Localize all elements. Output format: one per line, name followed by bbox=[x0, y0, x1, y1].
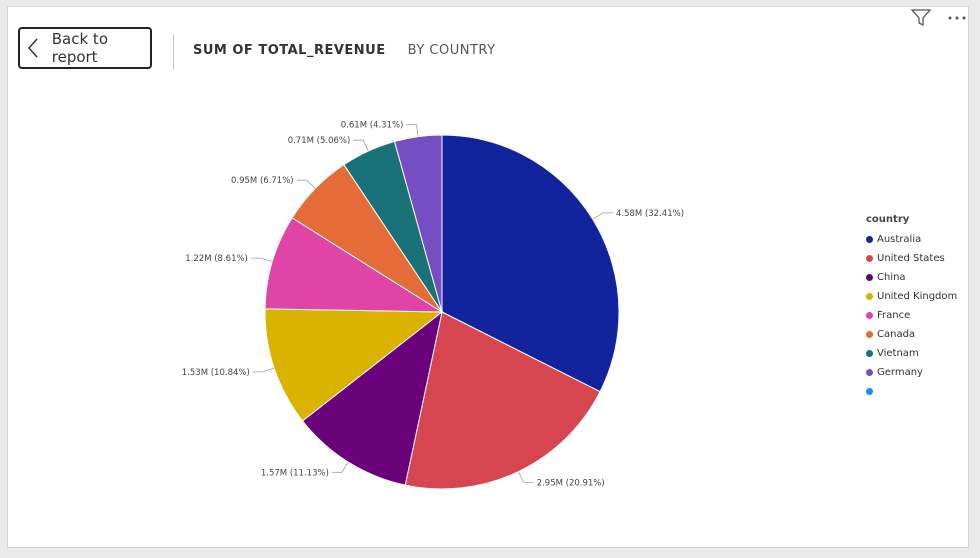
legend-title: country bbox=[866, 214, 910, 225]
data-label: 2.95M (20.91%) bbox=[537, 478, 605, 488]
legend-item[interactable]: China bbox=[866, 268, 957, 287]
leader-line bbox=[592, 212, 613, 220]
data-label: 0.71M (5.06%) bbox=[288, 136, 351, 146]
legend-item[interactable]: Canada bbox=[866, 325, 957, 344]
legend-item[interactable] bbox=[866, 382, 957, 401]
pie-slice-australia[interactable] bbox=[441, 134, 620, 393]
chart-legend: country Australia United States China Unite… bbox=[866, 214, 957, 401]
leader-line bbox=[331, 461, 349, 473]
leader-line bbox=[252, 367, 275, 373]
legend-label: United States bbox=[877, 253, 945, 264]
pie-slice-china[interactable] bbox=[301, 310, 443, 486]
more-options-icon[interactable] bbox=[946, 8, 968, 28]
filter-icon[interactable] bbox=[910, 8, 932, 28]
visual-title: SUM OF TOTAL_REVENUE BY COUNTRY bbox=[193, 43, 496, 58]
legend-item[interactable]: United Kingdom bbox=[866, 287, 957, 306]
legend-label: United Kingdom bbox=[877, 291, 958, 302]
legend-marker bbox=[866, 236, 873, 243]
legend-marker bbox=[866, 369, 873, 376]
data-label: 0.61M (4.31%) bbox=[341, 121, 404, 131]
legend-marker bbox=[866, 274, 873, 281]
legend-label: France bbox=[877, 310, 911, 321]
data-label: 1.57M (11.13%) bbox=[261, 468, 329, 478]
legend-label: China bbox=[877, 272, 906, 283]
legend-label: Australia bbox=[877, 234, 922, 245]
leader-line bbox=[518, 471, 534, 483]
legend-marker bbox=[866, 255, 873, 262]
leader-line bbox=[353, 139, 369, 152]
pie-slice-united-kingdom[interactable] bbox=[264, 308, 444, 422]
legend-label: Canada bbox=[877, 329, 916, 340]
data-label: 4.58M (32.41%) bbox=[616, 209, 684, 219]
legend-item[interactable]: Australia bbox=[866, 230, 957, 249]
legend-marker bbox=[866, 331, 873, 338]
pie-slice-germany[interactable] bbox=[393, 134, 443, 313]
data-label: 0.95M (6.71%) bbox=[231, 176, 294, 186]
back-button-label: Back to report bbox=[51, 30, 108, 66]
legend-item[interactable]: France bbox=[866, 306, 957, 325]
legend-item[interactable]: United States bbox=[866, 249, 957, 268]
legend-marker bbox=[866, 293, 873, 300]
leader-line bbox=[296, 179, 316, 189]
pie-slice-france[interactable] bbox=[264, 217, 444, 313]
back-to-report-button[interactable]: Back to report bbox=[18, 27, 152, 69]
legend-marker bbox=[866, 350, 873, 357]
legend-marker bbox=[866, 312, 873, 319]
legend-label: Vietnam bbox=[877, 348, 919, 359]
title-metric: SUM OF TOTAL_REVENUE bbox=[193, 43, 386, 58]
pie-slice-united-states[interactable] bbox=[404, 311, 601, 490]
data-label: 1.53M (10.84%) bbox=[182, 368, 250, 378]
data-label: 1.22M (8.61%) bbox=[185, 254, 248, 264]
title-by: BY COUNTRY bbox=[407, 43, 496, 58]
leader-line bbox=[250, 257, 273, 262]
legend-marker bbox=[866, 388, 873, 395]
header-divider bbox=[173, 34, 174, 70]
visual-header-icons bbox=[910, 8, 968, 28]
legend-label: Germany bbox=[877, 367, 923, 378]
legend-item[interactable]: Germany bbox=[866, 363, 957, 382]
chevron-left-icon bbox=[20, 29, 46, 67]
legend-item[interactable]: Vietnam bbox=[866, 344, 957, 363]
leader-line bbox=[406, 124, 419, 137]
